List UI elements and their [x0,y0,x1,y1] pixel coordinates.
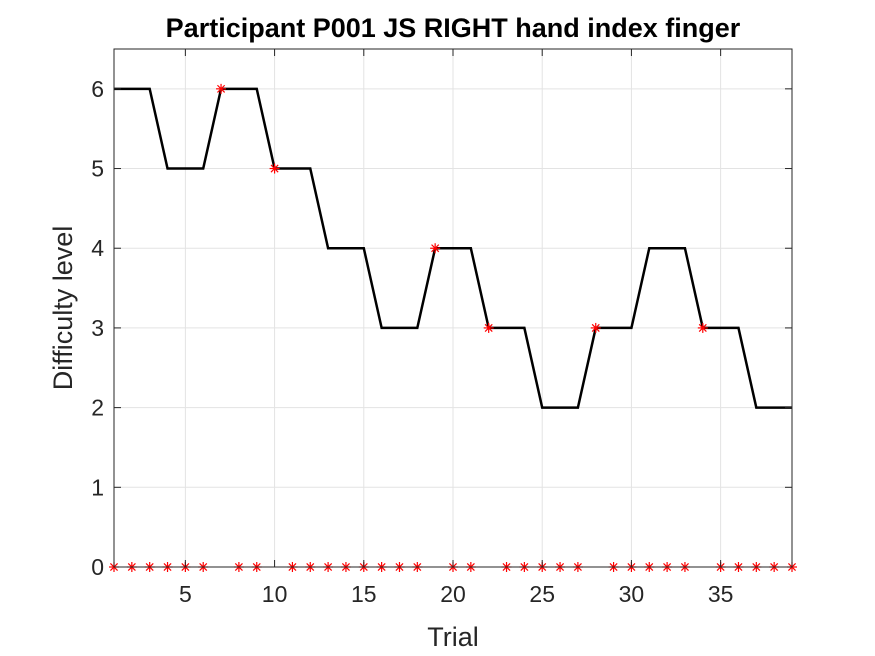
y-tick-label: 6 [91,76,104,102]
y-tick-label: 1 [91,474,104,500]
y-tick-label: 5 [91,156,104,182]
trial-marker [430,243,441,254]
x-tick-label: 5 [179,581,192,607]
chart-title: Participant P001 JS RIGHT hand index fin… [166,13,741,43]
x-tick-label: 30 [619,581,645,607]
difficulty-line [114,87,792,409]
trial-marker [216,83,227,94]
x-tick-label: 35 [708,581,734,607]
x-axis-label: Trial [427,622,479,652]
trial-marker [483,322,494,333]
trial-marker [590,322,601,333]
y-tick-label: 3 [91,315,104,341]
x-tick-label: 10 [262,581,288,607]
x-tick-label: 25 [529,581,555,607]
trial-marker [697,322,708,333]
x-tick-label: 15 [351,581,377,607]
y-tick-label: 0 [91,554,104,580]
y-axis-label: Difficulty level [48,226,78,391]
y-tick-label: 2 [91,395,104,421]
x-tick-label: 20 [440,581,466,607]
y-tick-label: 4 [91,235,104,261]
tick-labels: 5 10 15 20 25 30 35 0 1 2 3 4 5 6 [91,76,733,607]
tick-marks [114,49,792,568]
trial-marker [269,163,280,174]
